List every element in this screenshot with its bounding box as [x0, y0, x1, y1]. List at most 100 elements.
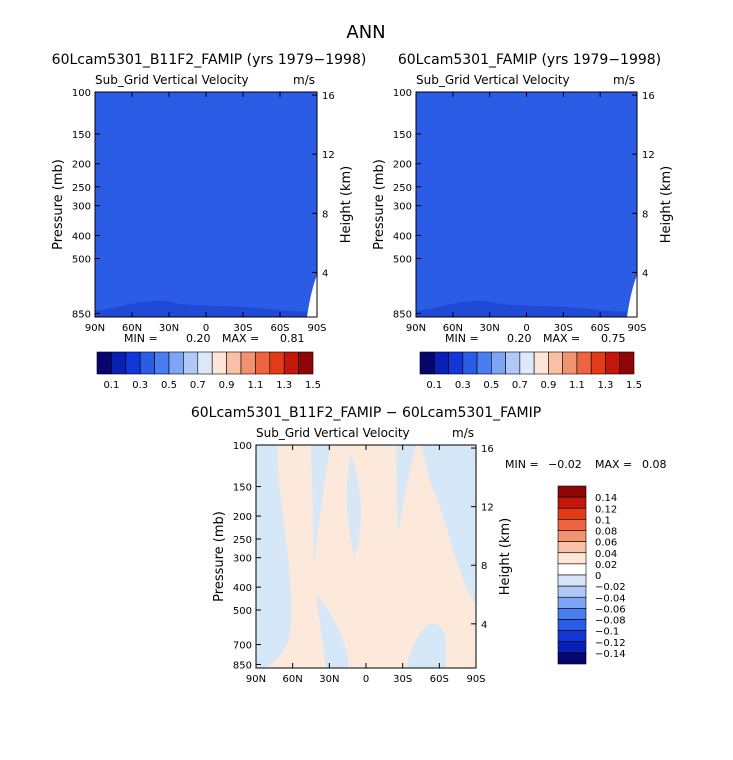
colorbar-swatch: [197, 351, 213, 375]
colorbar: 0.1 0.3 0.5 0.7 0.9 1.1 1.3 1.5: [96, 351, 321, 391]
field-fill: [416, 92, 637, 317]
missing-data-area: [307, 275, 317, 317]
y-axis-label-right: Height (km): [659, 166, 674, 243]
height-tick-label: 8: [481, 561, 487, 572]
colorbar-swatch: [590, 351, 606, 375]
colorbar-swatch: [576, 351, 592, 375]
x-tick-label: 30S: [233, 323, 252, 334]
colorbar-swatch: [419, 351, 435, 375]
y-tick-label: 100: [233, 441, 252, 452]
colorbar-label: 1.1: [569, 380, 585, 391]
min-value: −0.02: [548, 458, 582, 471]
min-label: MIN =: [505, 458, 539, 471]
height-tick-label: 16: [642, 91, 655, 102]
x-tick-label: 90S: [307, 323, 326, 334]
y-tick-label: 200: [393, 160, 412, 171]
x-tick-label: 60N: [283, 674, 303, 685]
panel-units: m/s: [293, 73, 315, 87]
max-label: MAX =: [595, 458, 632, 471]
colorbar-swatch: [476, 351, 492, 375]
colorbar-swatch: [557, 519, 587, 531]
height-tick-label: 12: [322, 150, 335, 161]
y-tick-label: 250: [393, 183, 412, 194]
x-tick-label: 60S: [430, 674, 449, 685]
colorbar-swatch: [557, 552, 587, 565]
min-max-stats: MIN = −0.02 MAX = 0.08: [505, 458, 667, 471]
colorbar-label: 0.08: [595, 527, 617, 538]
colorbar-label: 0.3: [132, 380, 148, 391]
y-axis-label-right: Height (km): [498, 518, 513, 595]
x-tick-label: 60N: [122, 323, 142, 334]
height-tick-label: 16: [322, 91, 335, 102]
colorbar-swatch: [557, 630, 587, 643]
max-value: 0.08: [642, 458, 667, 471]
panel-subtitle: Sub_Grid Vertical Velocity: [95, 73, 249, 87]
y-tick-label: 850: [393, 309, 412, 320]
min-label: MIN =: [445, 332, 479, 345]
colorbar-swatch: [462, 351, 478, 375]
x-tick-label: 90N: [85, 323, 105, 334]
chart-panel-2: 60Lcam5301_FAMIP (yrs 1979−1998) Sub_Grid…: [372, 52, 674, 391]
colorbar-label: 0.1: [103, 380, 119, 391]
colorbar-label: −0.06: [595, 604, 626, 615]
negative-anomaly-region: [396, 445, 416, 535]
y-tick-label: 850: [72, 309, 91, 320]
colorbar-swatch: [557, 574, 587, 587]
colorbar-swatch: [283, 351, 299, 375]
colorbar-swatch: [562, 351, 578, 375]
colorbar-swatch: [519, 351, 535, 375]
y-tick-label: 150: [233, 483, 252, 494]
colorbar-swatch: [557, 619, 587, 631]
y-tick-label: 700: [233, 641, 252, 652]
y-tick-label: 150: [72, 130, 91, 141]
colorbar-label: −0.14: [595, 649, 626, 660]
y-tick-label: 400: [393, 231, 412, 242]
colorbar-label: 1.3: [598, 380, 614, 391]
colorbar-swatch: [557, 596, 587, 609]
colorbar-label: 0.7: [190, 380, 206, 391]
y-tick-label: 500: [393, 255, 412, 266]
height-tick-label: 4: [642, 268, 648, 279]
low-level-band: [95, 300, 309, 317]
min-max-stats: MIN = 0.20 MAX = 0.81: [124, 332, 305, 345]
field-fill: [95, 92, 317, 317]
colorbar-label: 0: [595, 571, 601, 582]
colorbar-label: −0.08: [595, 616, 626, 627]
y-tick-label: 250: [72, 183, 91, 194]
height-tick-label: 4: [322, 268, 328, 279]
colorbar-label: −0.04: [595, 593, 626, 604]
x-tick-label: 30N: [319, 674, 339, 685]
min-max-stats: MIN = 0.20 MAX = 0.75: [445, 332, 626, 345]
y-tick-label: 850: [233, 660, 252, 671]
negative-anomaly-region: [406, 623, 446, 668]
colorbar-label: 0.06: [595, 538, 617, 549]
colorbar-swatch: [211, 351, 227, 375]
max-value: 0.81: [280, 332, 305, 345]
colorbar-label: 0.1: [595, 515, 611, 526]
colorbar-swatch: [557, 652, 587, 665]
colorbar-label: 0.02: [595, 560, 617, 571]
y-tick-label: 300: [72, 202, 91, 213]
x-tick-label: 90N: [406, 323, 426, 334]
height-tick-label: 8: [642, 209, 648, 220]
y-tick-label: 400: [72, 231, 91, 242]
colorbar-swatch: [557, 641, 587, 654]
negative-anomaly-region: [316, 595, 349, 668]
colorbar-swatch: [557, 608, 587, 620]
panel-units: m/s: [613, 73, 635, 87]
colorbar-label: 0.5: [161, 380, 177, 391]
missing-data-area: [627, 275, 637, 317]
height-tick-label: 8: [322, 209, 328, 220]
chart-panel-3: 60Lcam5301_B11F2_FAMIP − 60Lcam5301_FAMI…: [191, 405, 667, 685]
y-axis-label: Pressure (mb): [51, 159, 66, 250]
colorbar-label: 1.5: [305, 380, 321, 391]
colorbar-swatch: [448, 351, 464, 375]
panel-title: 60Lcam5301_FAMIP (yrs 1979−1998): [398, 52, 661, 68]
colorbar-label: 0.12: [595, 504, 617, 515]
negative-anomaly-region: [256, 445, 292, 668]
x-tick-label: 30N: [480, 323, 500, 334]
colorbar: 0.1 0.3 0.5 0.7 0.9 1.1 1.3 1.5: [419, 351, 642, 391]
colorbar-swatch: [154, 351, 170, 375]
x-tick-label: 60S: [270, 323, 289, 334]
